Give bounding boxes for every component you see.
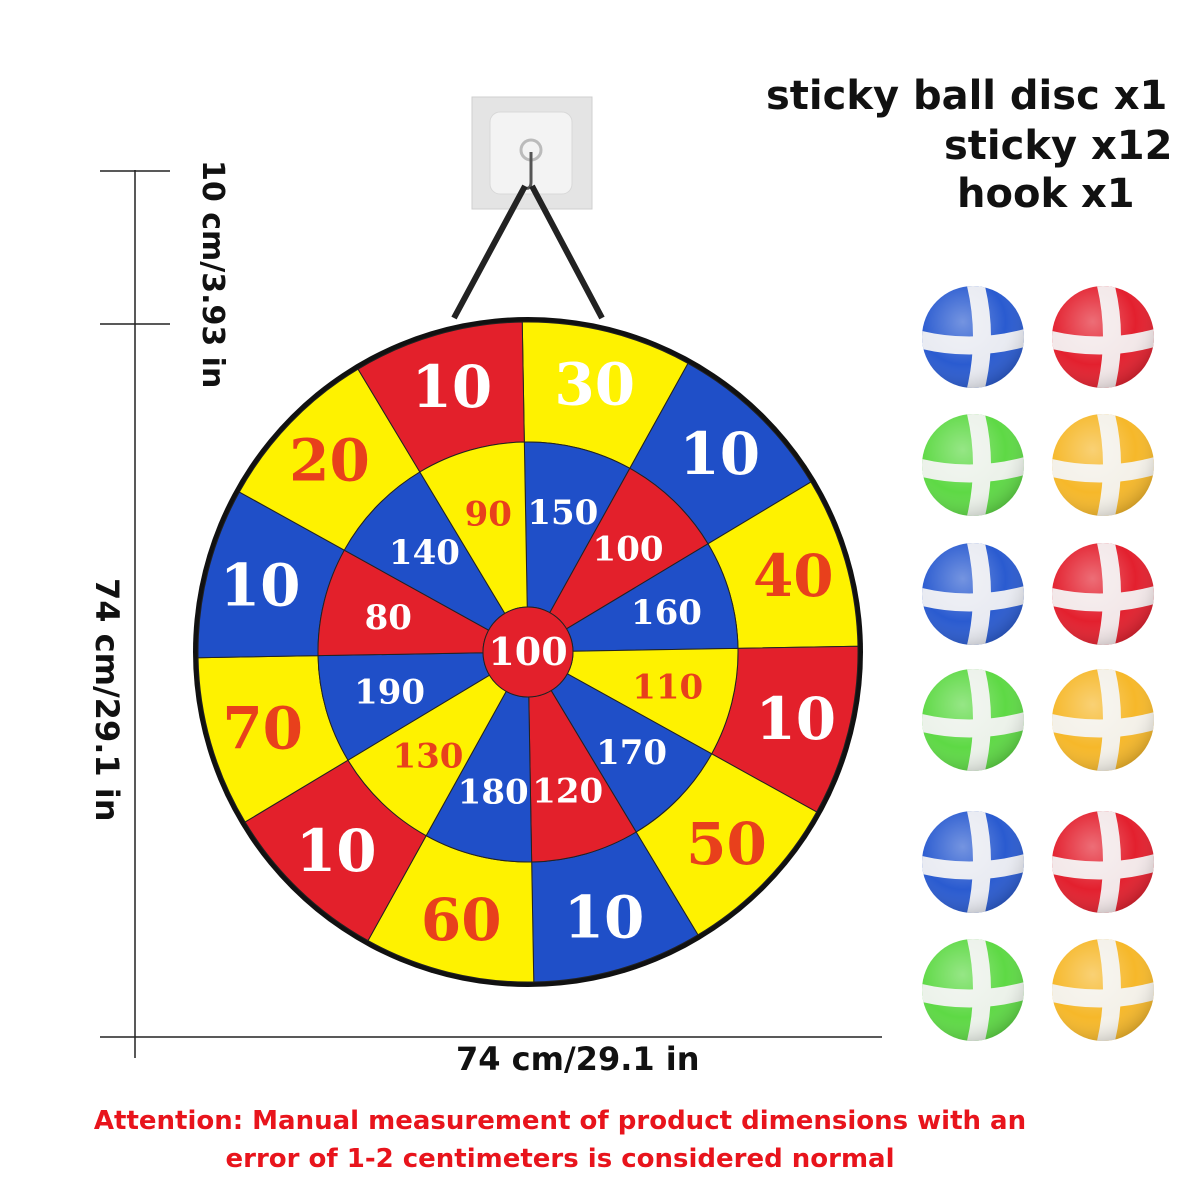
outer_ring-score-label: 10 bbox=[564, 884, 645, 952]
measurement-notice: Attention: Manual measurement of product… bbox=[60, 1102, 1060, 1178]
sticky-ball bbox=[922, 939, 1024, 1041]
outer_ring-score-label: 10 bbox=[679, 420, 760, 488]
contents-hook: hook x1 bbox=[957, 171, 1135, 217]
outer_ring-score-label: 70 bbox=[222, 694, 303, 762]
outer_ring-score-label: 30 bbox=[554, 350, 635, 418]
sticky-ball bbox=[922, 543, 1024, 645]
sticky-ball bbox=[1052, 811, 1154, 913]
inner_ring-score-label: 90 bbox=[465, 494, 512, 534]
notice-line-2: error of 1-2 centimeters is considered n… bbox=[225, 1144, 895, 1174]
inner_ring-score-label: 130 bbox=[392, 736, 463, 776]
inner_ring-score-label: 150 bbox=[527, 493, 598, 533]
sticky-ball bbox=[1052, 286, 1154, 388]
outer_ring-score-label: 10 bbox=[220, 552, 301, 620]
sticky-ball bbox=[922, 811, 1024, 913]
sticky-ball bbox=[1052, 543, 1154, 645]
inner_ring-score-label: 140 bbox=[389, 533, 460, 573]
sticky-ball bbox=[1052, 414, 1154, 516]
sticky-ball bbox=[1052, 669, 1154, 771]
inner_ring-score-label: 160 bbox=[631, 593, 702, 633]
outer_ring-score-label: 60 bbox=[421, 886, 502, 954]
outer_ring-score-label: 10 bbox=[412, 353, 493, 421]
outer_ring-score-label: 10 bbox=[296, 817, 377, 885]
bullseye-label: 100 bbox=[488, 629, 567, 674]
inner_ring-score-label: 80 bbox=[365, 598, 412, 638]
bullseye[interactable] bbox=[482, 606, 574, 698]
contents-sticky: sticky x12 bbox=[944, 123, 1173, 169]
sticky-ball bbox=[922, 286, 1024, 388]
outer_ring-score-label: 20 bbox=[289, 427, 370, 495]
outer_ring-score-label: 40 bbox=[753, 542, 834, 610]
sticky-ball bbox=[922, 414, 1024, 516]
width-label: 74 cm/29.1 in bbox=[456, 1040, 700, 1078]
notice-line-1: Attention: Manual measurement of product… bbox=[93, 1106, 1027, 1136]
outer_ring-score-label: 10 bbox=[755, 685, 836, 753]
outer_ring-score-label: 50 bbox=[686, 810, 767, 878]
inner_ring-score-label: 110 bbox=[632, 668, 703, 708]
inner_ring-score-label: 100 bbox=[593, 529, 664, 569]
adhesive-hook bbox=[451, 96, 605, 320]
inner_ring-score-label: 180 bbox=[458, 773, 529, 813]
sticky-ball bbox=[922, 669, 1024, 771]
inner_ring-score-label: 120 bbox=[532, 771, 603, 811]
sticky-ball bbox=[1052, 939, 1154, 1041]
contents-disc: sticky ball disc x1 bbox=[766, 73, 1168, 119]
inner_ring-score-label: 190 bbox=[354, 673, 425, 713]
inner_ring-score-label: 170 bbox=[596, 733, 667, 773]
